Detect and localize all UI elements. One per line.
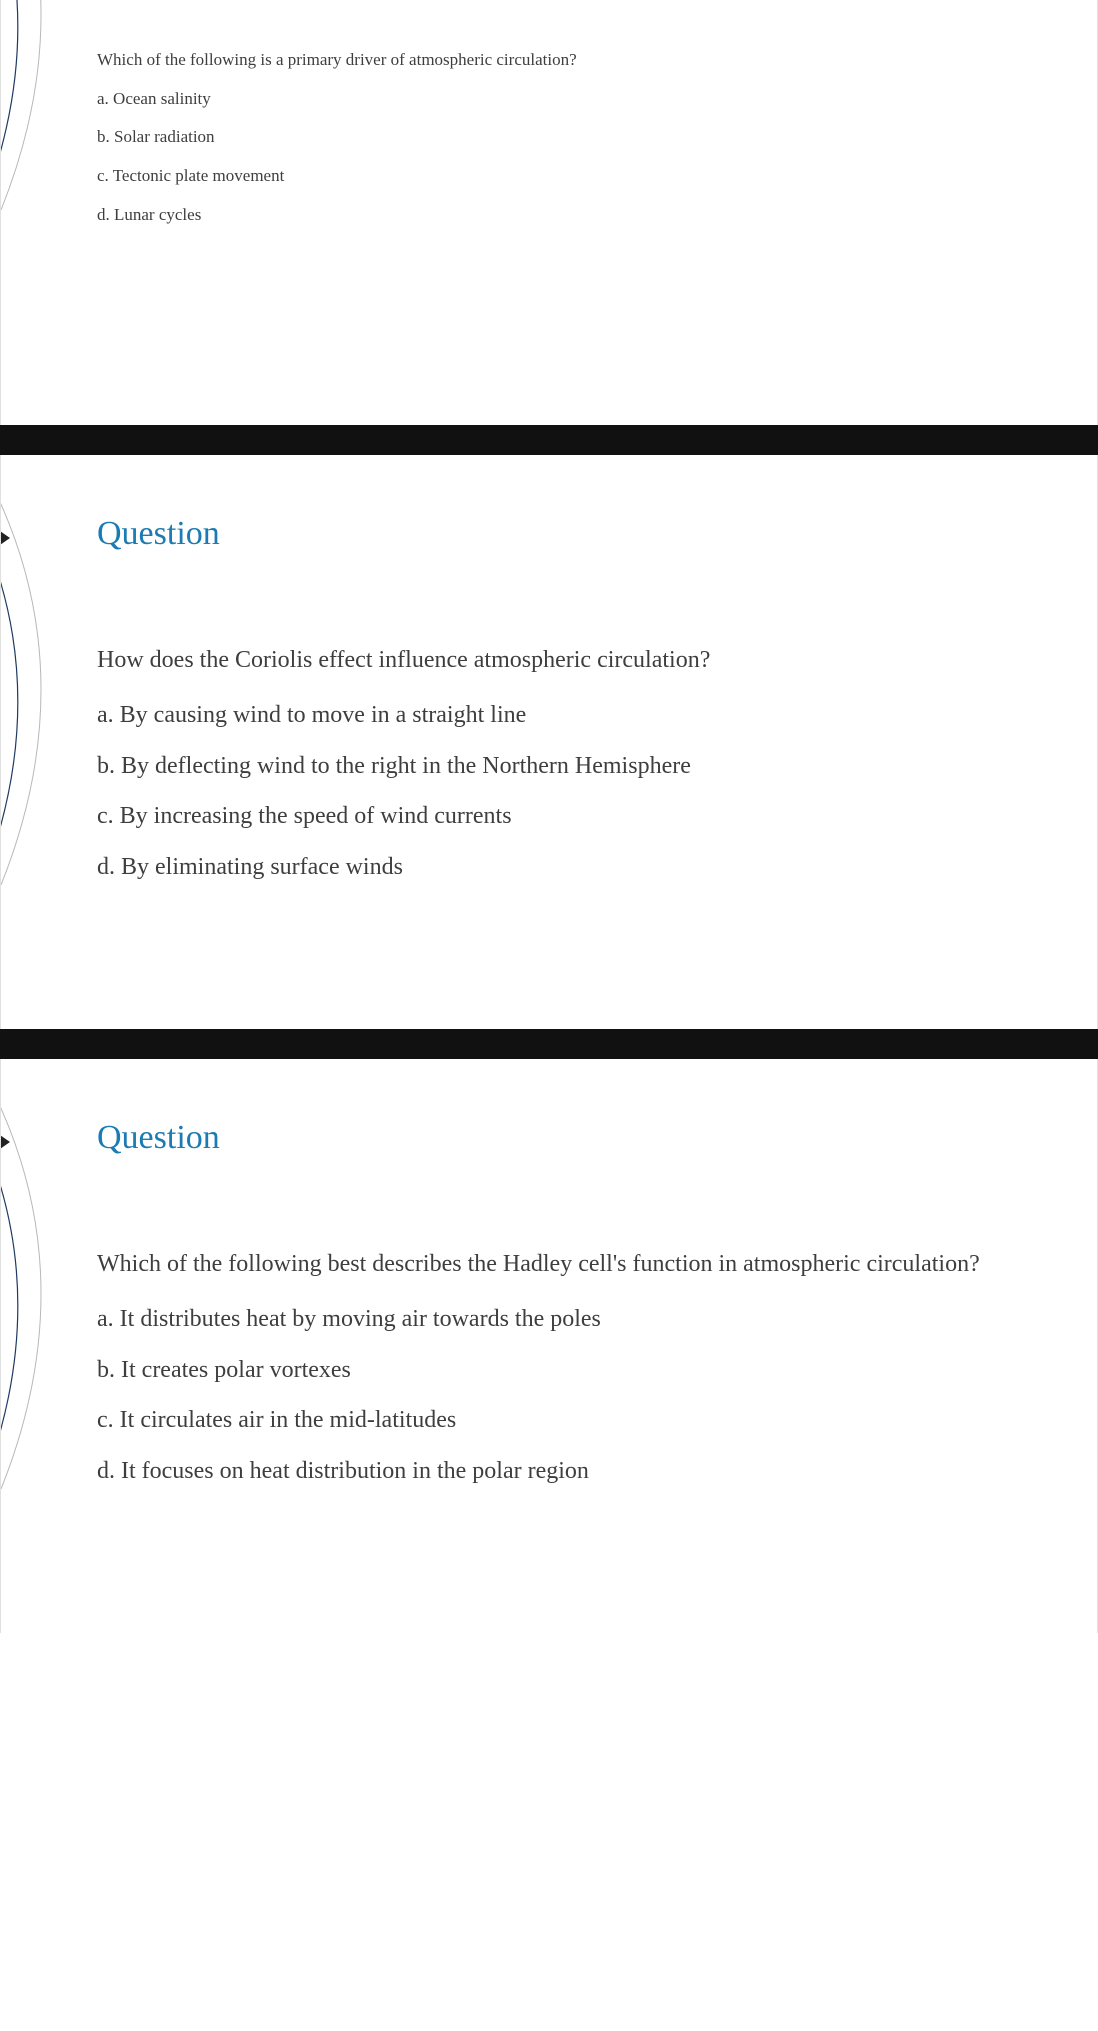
option-c: c. By increasing the speed of wind curre… (97, 799, 1001, 834)
slide-3: Question Which of the following best des… (0, 1059, 1098, 1633)
slide-3-content: Question Which of the following best des… (1, 1059, 1097, 1489)
options-list: a. By causing wind to move in a straight… (97, 698, 1001, 885)
options-list: a. Ocean salinity b. Solar radiation c. … (97, 87, 1001, 228)
option-d: d. It focuses on heat distribution in th… (97, 1454, 1001, 1489)
question-text: Which of the following is a primary driv… (97, 48, 1001, 73)
option-d: d. By eliminating surface winds (97, 850, 1001, 885)
option-d: d. Lunar cycles (97, 203, 1001, 228)
option-b: b. It creates polar vortexes (97, 1353, 1001, 1388)
option-c: c. It circulates air in the mid-latitude… (97, 1403, 1001, 1438)
option-a: a. Ocean salinity (97, 87, 1001, 112)
slide-2-content: Question How does the Coriolis effect in… (1, 455, 1097, 885)
option-c: c. Tectonic plate movement (97, 164, 1001, 189)
slide-heading: Question (97, 515, 1001, 553)
page: Which of the following is a primary driv… (0, 0, 1098, 1633)
question-text: Which of the following best describes th… (97, 1247, 1001, 1282)
option-a: a. It distributes heat by moving air tow… (97, 1302, 1001, 1337)
option-a: a. By causing wind to move in a straight… (97, 698, 1001, 733)
slide-divider (0, 425, 1098, 455)
options-list: a. It distributes heat by moving air tow… (97, 1302, 1001, 1489)
question-text: How does the Coriolis effect influence a… (97, 643, 1001, 678)
slide-heading: Question (97, 1119, 1001, 1157)
option-b: b. Solar radiation (97, 125, 1001, 150)
slide-1: Which of the following is a primary driv… (0, 0, 1098, 425)
slide-2: Question How does the Coriolis effect in… (0, 455, 1098, 1029)
slide-1-content: Which of the following is a primary driv… (1, 0, 1097, 227)
option-b: b. By deflecting wind to the right in th… (97, 749, 1001, 784)
slide-divider (0, 1029, 1098, 1059)
